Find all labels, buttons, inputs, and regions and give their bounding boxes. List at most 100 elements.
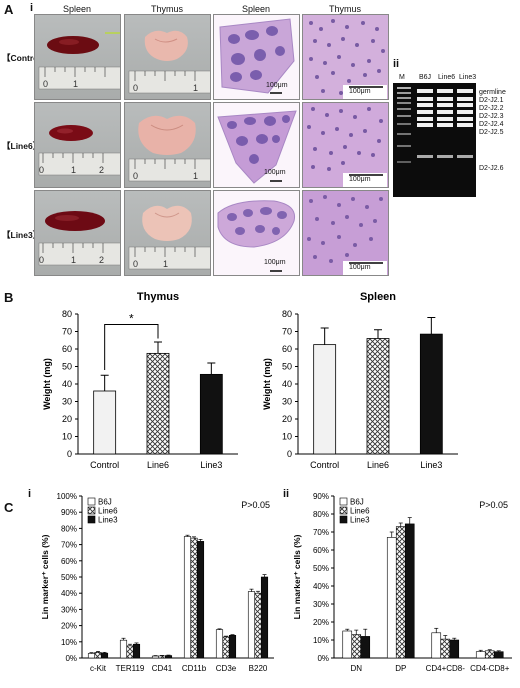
- y-tick-label: 50: [62, 362, 72, 372]
- y-tick-label: 50: [282, 362, 292, 372]
- ruler-number: 0: [39, 255, 44, 265]
- y-tick-label: 0: [287, 449, 292, 459]
- bar: [93, 390, 117, 455]
- x-tick-label: DN: [350, 664, 362, 673]
- panel-a-ii-label: ii: [393, 58, 400, 70]
- x-tick-label: Line3: [200, 460, 222, 470]
- y-tick-label: 20: [282, 414, 292, 424]
- bar: [199, 373, 223, 455]
- y-tick-label: 20%: [313, 618, 329, 627]
- p-value-annotation: P>0.05: [479, 500, 508, 510]
- gel-band-d2-j2-2: D2-J2.2: [479, 105, 504, 112]
- y-tick-label: 50%: [61, 573, 77, 582]
- spleen-photo-line3: 0 1 2: [34, 190, 121, 276]
- y-tick-label: 50%: [313, 564, 329, 573]
- thymus-histology-line3: 100μm: [302, 190, 389, 276]
- col-header-spleen-photo: Spleen: [62, 4, 92, 14]
- gel-lane-line6: Line6: [438, 74, 456, 81]
- legend-label: Line6: [350, 507, 370, 516]
- bar: [126, 645, 134, 659]
- chart-c-thymocyte-subsets: 0% 10% 20% 30% 40% 50% 60% 70% 80% 90% Lin marker⁺…: [292, 492, 512, 673]
- y-tick-label: 40: [62, 379, 72, 389]
- y-tick-label: 70%: [61, 541, 77, 550]
- x-tick-label: Control: [90, 460, 119, 470]
- chart-title: Thymus: [137, 291, 179, 303]
- thymus-histology-control: 100μm: [302, 14, 389, 100]
- bar: [132, 643, 141, 659]
- y-tick-label: 90%: [313, 492, 329, 501]
- bar: [386, 537, 397, 659]
- gel-band-d2-j2-5: D2-J2.5: [479, 129, 504, 136]
- ruler-number: 0: [43, 79, 48, 89]
- ruler-number: 2: [99, 165, 104, 175]
- y-tick-label: 80: [62, 309, 72, 319]
- chart-title: Spleen: [360, 291, 396, 303]
- thymus-photo-control: 0 1: [124, 14, 211, 100]
- y-tick-label: 20%: [61, 622, 77, 631]
- ruler-number: 2: [99, 255, 104, 265]
- gel-band-d2-j2-4: D2-J2.4: [479, 121, 504, 128]
- scale-bar-label: 100μm: [266, 82, 288, 89]
- bar: [87, 653, 96, 659]
- scale-bar-label: 100μm: [349, 176, 371, 183]
- y-tick-label: 10%: [313, 636, 329, 645]
- y-tick-label: 30%: [313, 600, 329, 609]
- x-tick-label: CD11b: [182, 664, 207, 673]
- y-tick-label: 40%: [313, 582, 329, 591]
- spleen-photo-control: 0 1: [34, 14, 121, 100]
- ruler-number: 1: [193, 171, 198, 181]
- ruler-number: 0: [39, 165, 44, 175]
- y-tick-label: 0%: [65, 654, 77, 663]
- ruler-number: 0: [133, 83, 138, 93]
- gel-band-germline: germline: [479, 89, 506, 96]
- ruler-number: 1: [71, 165, 76, 175]
- x-tick-label: Line3: [420, 460, 442, 470]
- x-tick-label: CD4-CD8+: [470, 664, 510, 673]
- gel-band-d2-j2-6: D2-J2.6: [479, 165, 504, 172]
- y-tick-label: 90%: [61, 508, 77, 517]
- y-tick-label: 10%: [61, 638, 77, 647]
- legend-swatch: [87, 506, 96, 515]
- bar: [254, 592, 262, 659]
- bar: [404, 523, 415, 659]
- bar: [360, 636, 371, 659]
- bar: [164, 655, 173, 659]
- gel-band-d2-j2-1: D2-J2.1: [479, 97, 504, 104]
- legend-swatch: [339, 506, 348, 515]
- x-tick-label: DP: [395, 664, 406, 673]
- bar: [183, 536, 192, 659]
- bar: [419, 333, 443, 455]
- y-tick-label: 0: [67, 449, 72, 459]
- y-tick-label: 20: [62, 414, 72, 424]
- x-tick-label: TER119: [116, 664, 145, 673]
- bar: [440, 638, 451, 659]
- bar: [151, 655, 160, 659]
- panel-a-i-label: i: [30, 2, 34, 14]
- bar: [100, 652, 109, 659]
- y-tick-label: 80%: [313, 510, 329, 519]
- legend-label: Line3: [350, 516, 370, 525]
- y-tick-label: 60: [282, 344, 292, 354]
- scale-bar-label: 100μm: [264, 169, 286, 176]
- p-value-annotation: P>0.05: [241, 500, 270, 510]
- y-tick-label: 40%: [61, 589, 77, 598]
- x-tick-label: Control: [310, 460, 339, 470]
- bar: [119, 639, 128, 659]
- y-tick-label: 80: [282, 309, 292, 319]
- y-axis-label: Lin marker⁺ cells (%): [292, 534, 302, 619]
- gel-lane-line3: Line3: [459, 74, 477, 81]
- legend-label: B6J: [350, 498, 364, 507]
- bar: [94, 652, 102, 659]
- thymus-photo-line3: 0 1: [124, 190, 211, 276]
- bar: [431, 632, 442, 659]
- y-tick-label: 60%: [61, 557, 77, 566]
- bar: [196, 541, 205, 659]
- x-tick-label: Line6: [367, 460, 389, 470]
- x-tick-label: CD3e: [216, 664, 237, 673]
- thymus-histology-line6: 100μm: [302, 102, 389, 188]
- ruler-number: 0: [133, 259, 138, 269]
- y-tick-label: 70: [282, 327, 292, 337]
- bar: [366, 338, 390, 455]
- bar: [158, 655, 166, 659]
- spleen-histology-line3: 100μm: [213, 190, 300, 276]
